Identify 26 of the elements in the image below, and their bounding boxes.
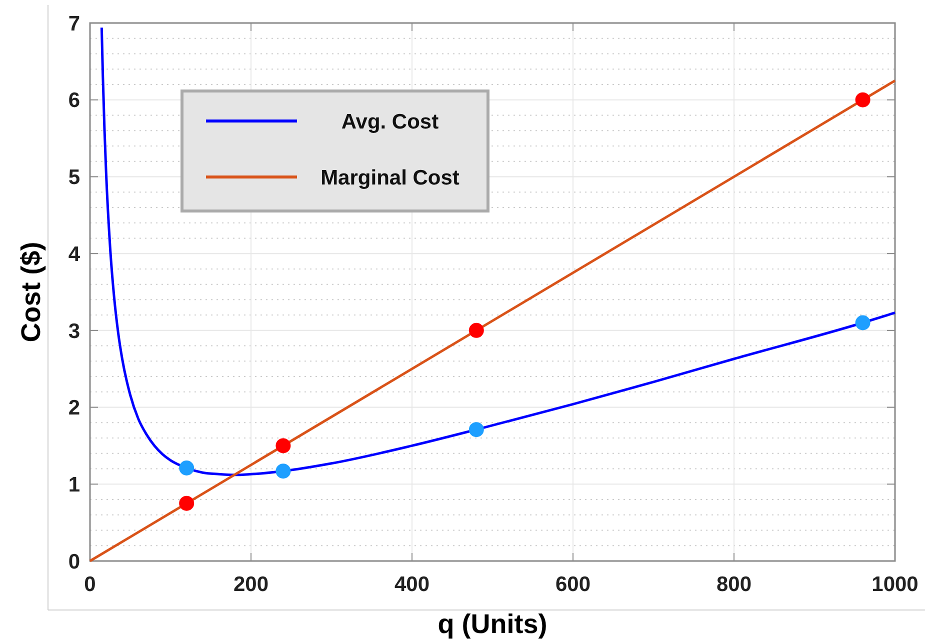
- x-tick-label: 400: [394, 573, 430, 596]
- x-tick-label: 1000: [872, 573, 918, 596]
- y-tick-label: 0: [68, 550, 80, 574]
- point: [276, 464, 291, 479]
- point: [855, 315, 870, 330]
- x-tick-label: 600: [555, 573, 591, 596]
- legend-label: Avg. Cost: [341, 110, 439, 134]
- y-tick-label: 5: [68, 166, 80, 190]
- x-tick-label: 800: [716, 573, 752, 596]
- x-tick-label: 200: [233, 573, 269, 596]
- y-tick-label: 4: [68, 242, 80, 266]
- point: [179, 460, 194, 476]
- point: [179, 496, 194, 511]
- point: [468, 422, 484, 438]
- y-tick-label: 7: [68, 12, 80, 36]
- x-axis-title: q (Units): [438, 609, 548, 639]
- point: [276, 438, 291, 454]
- y-axis-title: Cost ($): [16, 242, 46, 342]
- legend-label: Marginal Cost: [320, 166, 460, 190]
- point: [468, 322, 484, 338]
- y-tick-label: 1: [68, 473, 80, 496]
- y-tick-label: 3: [68, 320, 80, 343]
- point: [855, 92, 870, 108]
- x-tick-label: 0: [84, 573, 96, 596]
- y-tick-label: 6: [68, 89, 80, 112]
- y-tick-label: 2: [68, 396, 80, 420]
